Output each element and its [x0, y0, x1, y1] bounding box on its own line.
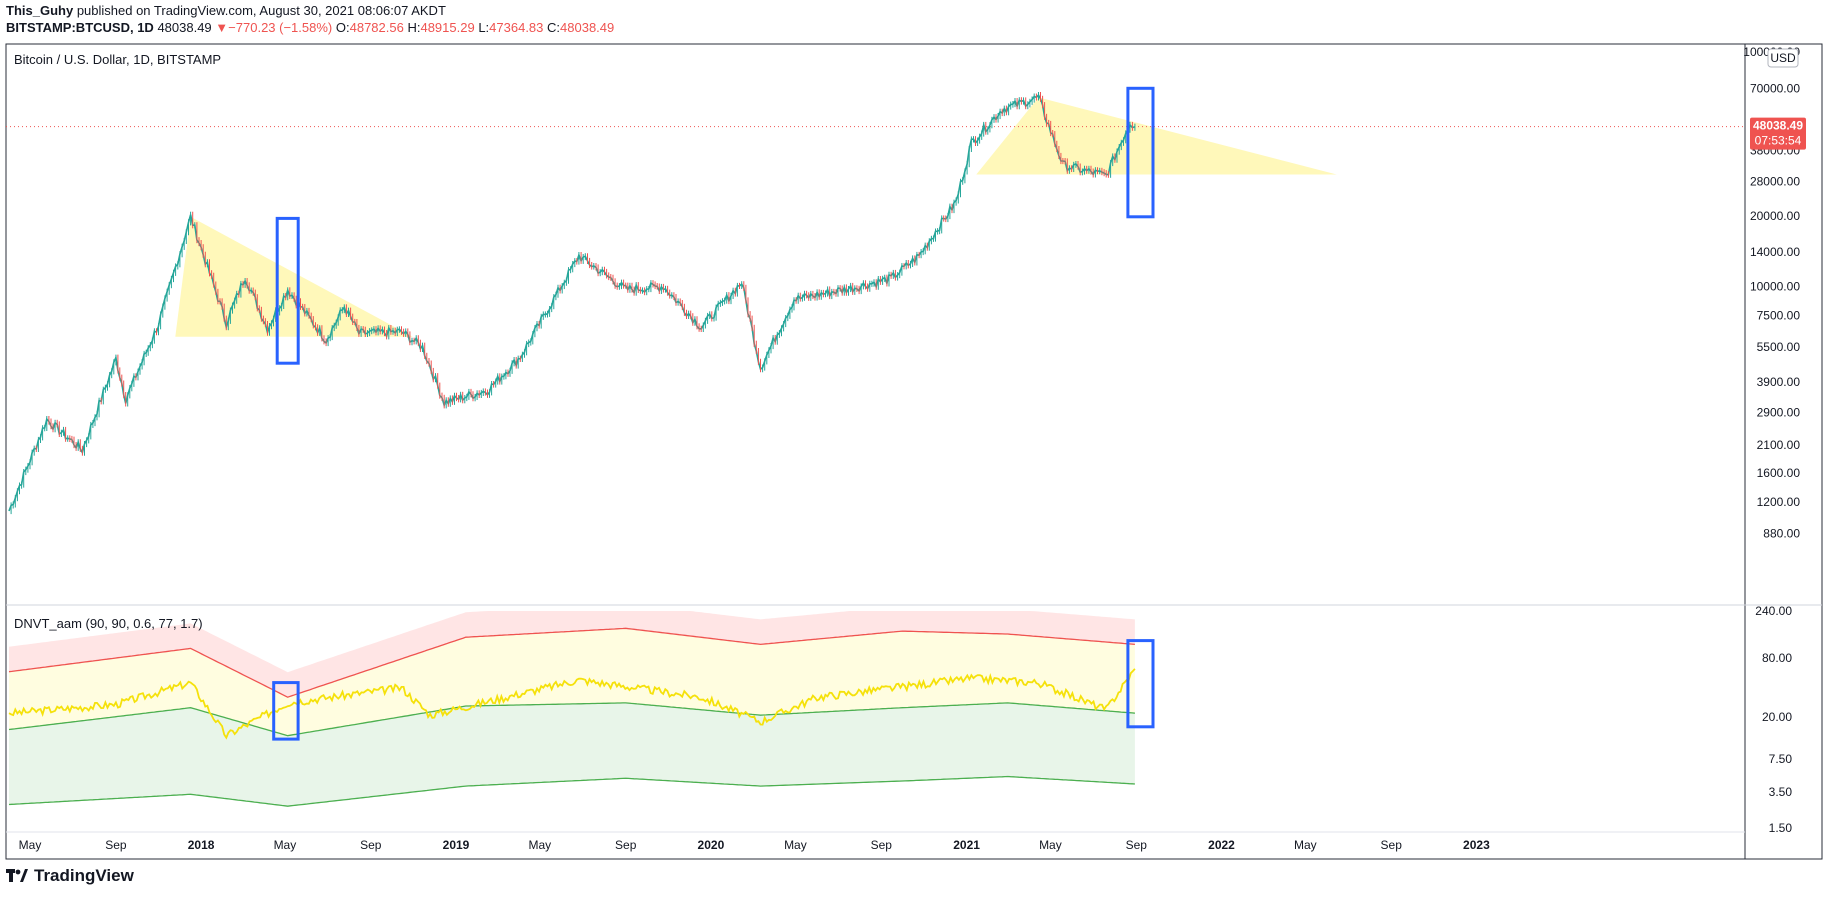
neutral-zone [9, 628, 1135, 736]
price-tag-box [1750, 117, 1806, 150]
price-tick-label: 880.00 [1763, 527, 1800, 541]
close-label: C: [547, 20, 561, 35]
time-tick-label: 2021 [953, 838, 980, 852]
ohlc-line: BITSTAMP:BTCUSD, 1D 48038.49 ▼−770.23 (−… [6, 20, 614, 35]
price-tick-label: 70000.00 [1750, 81, 1800, 95]
price-tag-value: 48038.49 [1753, 119, 1803, 133]
time-tick-label: May [19, 838, 42, 852]
indicator-pane[interactable]: DNVT_aam (90, 90, 0.6, 77, 1.7) [8, 611, 1155, 807]
time-tick-label: May [1039, 838, 1062, 852]
triangle-pattern[interactable] [976, 97, 1337, 175]
price-tag: 48038.49 07:53:54 [1750, 117, 1806, 150]
highlight-box[interactable] [272, 681, 300, 741]
lower-band-line [8, 775, 1135, 807]
currency-label: USD [1770, 51, 1796, 65]
price-tick-label: 28000.00 [1750, 175, 1800, 189]
low-label: L: [478, 20, 490, 35]
highlight-box[interactable] [1126, 86, 1155, 219]
indicator-tick-label: 1.50 [1769, 821, 1793, 835]
price-change: −770.23 (−1.58%) [228, 20, 333, 35]
time-tick-label: 2023 [1463, 838, 1490, 852]
price-tick-label: 2900.00 [1757, 405, 1801, 419]
indicator-tick-label: 7.50 [1769, 752, 1793, 766]
price-tick-label: 2100.00 [1757, 438, 1801, 452]
time-axis[interactable]: May Sep 2018 May Sep 2019 May Sep 2020 May Sep 2021… [19, 838, 1490, 852]
oscillator-line [8, 668, 1136, 740]
indicator-tick-label: 240.00 [1755, 604, 1792, 618]
price-tick-label: 14000.00 [1750, 245, 1800, 259]
price-tick-label: 1600.00 [1757, 466, 1801, 480]
indicator-tick-label: 20.00 [1762, 710, 1792, 724]
price-pane[interactable]: Bitcoin / U.S. Dollar, 1D, BITSTAMP [6, 52, 1745, 515]
author-name[interactable]: This_Guhy [6, 3, 74, 18]
time-tick-label: May [274, 838, 297, 852]
time-tick-label: May [784, 838, 807, 852]
time-tick-label: May [1294, 838, 1317, 852]
publish-date: published on TradingView.com, August 30,… [76, 3, 446, 18]
time-tick-label: Sep [871, 838, 893, 852]
highlight-box[interactable] [1126, 639, 1155, 729]
triangle-pattern[interactable] [175, 216, 413, 337]
brand-name: TradingView [34, 866, 134, 885]
time-tick-label: Sep [1381, 838, 1403, 852]
currency-badge[interactable]: USD [1767, 48, 1799, 68]
time-tick-label: Sep [1126, 838, 1148, 852]
time-tick-label: 2019 [443, 838, 470, 852]
close-value: 48038.49 [560, 20, 615, 35]
price-series-line [8, 93, 1136, 512]
chart-border [5, 43, 1823, 860]
indicator-title: DNVT_aam (90, 90, 0.6, 77, 1.7) [14, 616, 203, 631]
time-tick-label: Sep [360, 838, 382, 852]
indicator-axis[interactable]: 240.00 80.00 20.00 7.50 3.50 1.50 [1755, 604, 1792, 835]
time-tick-label: 2018 [188, 838, 215, 852]
oversold-zone [9, 702, 1135, 807]
down-arrow-icon: ▼ [215, 20, 229, 35]
indicator-tick-label: 80.00 [1762, 651, 1792, 665]
price-tick-label: 3900.00 [1757, 375, 1801, 389]
middle-band-line [8, 702, 1135, 737]
overbought-zone [9, 611, 1135, 698]
publish-info: This_Guhy published on TradingView.com, … [6, 3, 446, 18]
price-tag-countdown: 07:53:54 [1755, 134, 1802, 148]
highlight-box[interactable] [275, 216, 300, 365]
price-tick-label: 7500.00 [1757, 309, 1801, 323]
price-tick-label: 5500.00 [1757, 340, 1801, 354]
time-tick-label: 2020 [698, 838, 725, 852]
open-label: O: [335, 20, 350, 35]
last-price: 48038.49 [157, 20, 212, 35]
time-tick-label: Sep [105, 838, 127, 852]
indicator-tick-label: 3.50 [1769, 785, 1793, 799]
tv-logo-icon [6, 869, 28, 882]
high-label: H: [407, 20, 421, 35]
currency-box [1767, 48, 1799, 68]
price-tick-label: 10000.00 [1750, 279, 1800, 293]
open-value: 48782.56 [349, 20, 404, 35]
low-value: 47364.83 [489, 20, 544, 35]
time-tick-label: Sep [615, 838, 637, 852]
tradingview-logo[interactable]: TradingView [6, 866, 134, 886]
time-tick-label: May [528, 838, 551, 852]
price-tick-label: 1200.00 [1757, 495, 1801, 509]
high-value: 48915.29 [420, 20, 475, 35]
upper-band-line [8, 627, 1135, 698]
price-tick-label: 20000.00 [1750, 209, 1800, 223]
symbol[interactable]: BITSTAMP:BTCUSD, 1D [6, 20, 154, 35]
time-tick-label: 2022 [1208, 838, 1235, 852]
price-pane-title: Bitcoin / U.S. Dollar, 1D, BITSTAMP [14, 52, 221, 67]
